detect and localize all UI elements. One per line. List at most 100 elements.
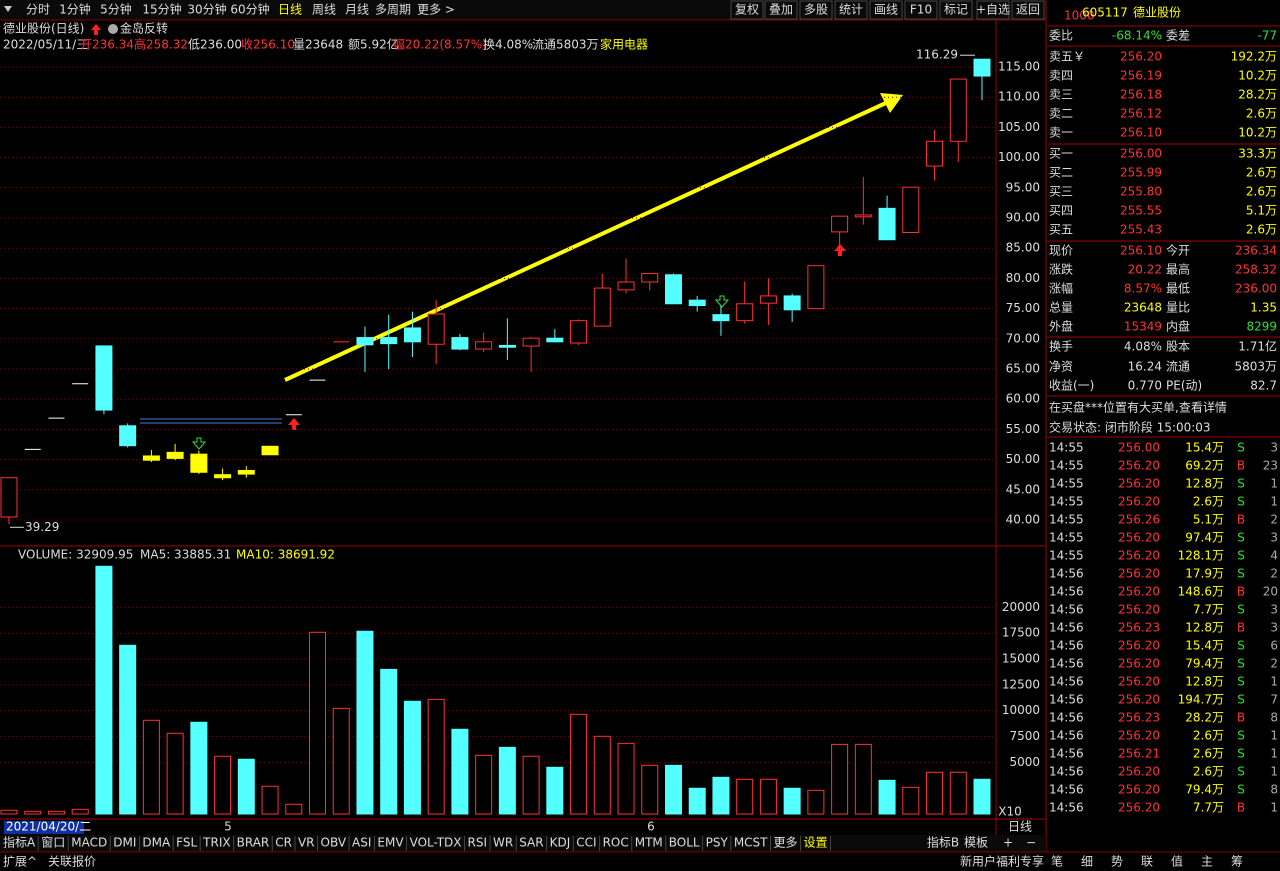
status-item[interactable]: 新用户福利专享 — [960, 854, 1044, 869]
toolbar-button[interactable]: 30分钟 — [187, 2, 226, 17]
indicator-tab[interactable]: DMI — [113, 836, 136, 850]
indicator-tab[interactable]: MACD — [71, 836, 107, 850]
indicator-tab[interactable]: 指标B — [927, 835, 959, 850]
indicator-tab[interactable]: CR — [275, 836, 292, 850]
indicator-tab[interactable]: ROC — [603, 836, 629, 850]
status-item[interactable]: 扩展^ — [3, 855, 37, 869]
trade-side: S — [1237, 531, 1245, 545]
toolbar-button[interactable]: 复权 — [735, 3, 759, 17]
indicator-tab[interactable]: MCST — [734, 836, 768, 850]
indicator-tab[interactable]: 指标A — [3, 835, 36, 850]
trade-price: 256.20 — [1118, 567, 1160, 581]
toolbar-button[interactable]: +自选 — [976, 3, 1010, 17]
trade-volume: 79.4万 — [1185, 783, 1224, 797]
field-value: 0.770 — [1128, 379, 1162, 393]
indicator-tab[interactable]: EMV — [377, 836, 404, 850]
toolbar-button[interactable]: 画线 — [874, 3, 898, 17]
indicator-tab[interactable]: 模板 — [964, 836, 988, 850]
indicator-tab[interactable]: SAR — [519, 836, 543, 850]
indicator-tab[interactable]: PSY — [706, 836, 729, 850]
toolbar-button[interactable]: 多股 — [804, 3, 828, 17]
toolbar-button[interactable]: 月线 — [345, 3, 369, 17]
trade-side: S — [1237, 765, 1245, 779]
volume-bar — [403, 700, 421, 815]
toolbar-button[interactable]: 返回 — [1016, 3, 1040, 17]
tabs-bg — [0, 835, 1046, 852]
trade-price: 256.21 — [1118, 747, 1160, 761]
trade-count: 1 — [1270, 477, 1278, 491]
toolbar-button[interactable]: 标记 — [944, 3, 968, 17]
volume-bar — [736, 778, 754, 815]
indicator-tab[interactable]: KDJ — [550, 836, 571, 850]
notice[interactable]: 在买盘***位置有大买单,查看详情 — [1049, 400, 1227, 415]
toolbar-bg — [0, 0, 1046, 20]
field-value: 4.08% — [1124, 340, 1162, 354]
indicator-tab[interactable]: + — [1003, 836, 1013, 850]
indicator-tab[interactable]: 更多 — [774, 836, 798, 850]
toolbar-button[interactable]: 15分钟 — [142, 2, 181, 17]
indicator-tab[interactable]: − — [1026, 836, 1036, 850]
button-frame — [834, 0, 868, 20]
indicator-tab[interactable]: ASI — [352, 836, 371, 850]
toolbar-button[interactable]: 60分钟 — [230, 2, 269, 17]
toolbar-button[interactable]: 周线 — [312, 3, 336, 17]
indicator-tab[interactable]: OBV — [321, 836, 347, 850]
panel-tab[interactable]: 筹 — [1231, 855, 1243, 869]
trade-count: 6 — [1270, 639, 1278, 653]
volume-bar — [522, 755, 540, 815]
trade-side: B — [1237, 459, 1245, 473]
indicator-tab[interactable]: MTM — [635, 836, 663, 850]
panel-tab[interactable]: 细 — [1081, 855, 1093, 869]
candle-body — [356, 337, 374, 346]
panel-tab[interactable]: 联 — [1141, 855, 1153, 869]
trade-time: 14:56 — [1049, 729, 1084, 743]
toolbar-button[interactable]: 统计 — [839, 3, 863, 17]
toolbar-button[interactable]: 多周期 — [375, 3, 411, 17]
indicator-tab[interactable]: VR — [298, 836, 315, 850]
field-value: 5803万 — [1234, 360, 1277, 374]
info-item: 家用电器 — [600, 37, 648, 52]
toolbar-button[interactable]: 日线 — [278, 3, 302, 17]
indicator-tab[interactable]: BRAR — [237, 836, 270, 850]
indicator-tab[interactable]: DMA — [142, 836, 171, 850]
indicator-tab[interactable]: CCI — [576, 836, 596, 850]
trade-price: 256.20 — [1118, 459, 1160, 473]
indicator-tab[interactable]: VOL-TDX — [410, 836, 462, 850]
toolbar-button[interactable]: 叠加 — [769, 3, 793, 17]
info-item: 量23648 — [293, 38, 343, 52]
book-price: 256.00 — [1120, 147, 1162, 161]
indicator-tab[interactable]: FSL — [176, 836, 197, 850]
volume-bar — [617, 742, 635, 815]
volume-bar — [24, 810, 42, 815]
indicator-tab[interactable]: WR — [493, 836, 513, 850]
indicator-tab[interactable]: 窗口 — [41, 836, 65, 850]
trade-time: 14:56 — [1049, 711, 1084, 725]
trade-count: 1 — [1270, 801, 1278, 815]
signal-icon — [108, 24, 118, 34]
field-label: 委比 — [1049, 29, 1073, 43]
indicator-tab[interactable]: RSI — [468, 836, 488, 850]
toolbar-button[interactable]: 1分钟 — [59, 2, 91, 17]
indicator-tab[interactable]: TRIX — [202, 836, 230, 850]
indicator-tab[interactable]: 设置 — [804, 836, 828, 850]
button-frame — [939, 0, 973, 20]
status-item[interactable]: 关联报价 — [48, 854, 96, 869]
stock-title: 德业股份(日线) — [3, 21, 84, 36]
volume-bar — [119, 644, 137, 815]
y-tick-label: 10000 — [1002, 703, 1040, 717]
candle-body — [854, 214, 872, 218]
toolbar-button[interactable]: 更多 > — [417, 3, 455, 17]
panel-tab[interactable]: 势 — [1111, 855, 1123, 869]
toolbar-button[interactable]: 5分钟 — [100, 2, 132, 17]
trade-time: 14:56 — [1049, 693, 1084, 707]
toolbar-button[interactable]: F10 — [910, 3, 932, 17]
y-tick-label: 95.00 — [1006, 180, 1040, 194]
panel-tab[interactable]: 笔 — [1051, 854, 1063, 869]
panel-tab[interactable]: 主 — [1201, 855, 1213, 869]
indicator-tab[interactable]: BOLL — [669, 836, 700, 850]
toolbar-button[interactable]: 分时 — [26, 3, 50, 17]
volume-bar — [356, 630, 374, 815]
panel-tab[interactable]: 值 — [1171, 854, 1183, 869]
trade-count: 3 — [1270, 621, 1278, 635]
